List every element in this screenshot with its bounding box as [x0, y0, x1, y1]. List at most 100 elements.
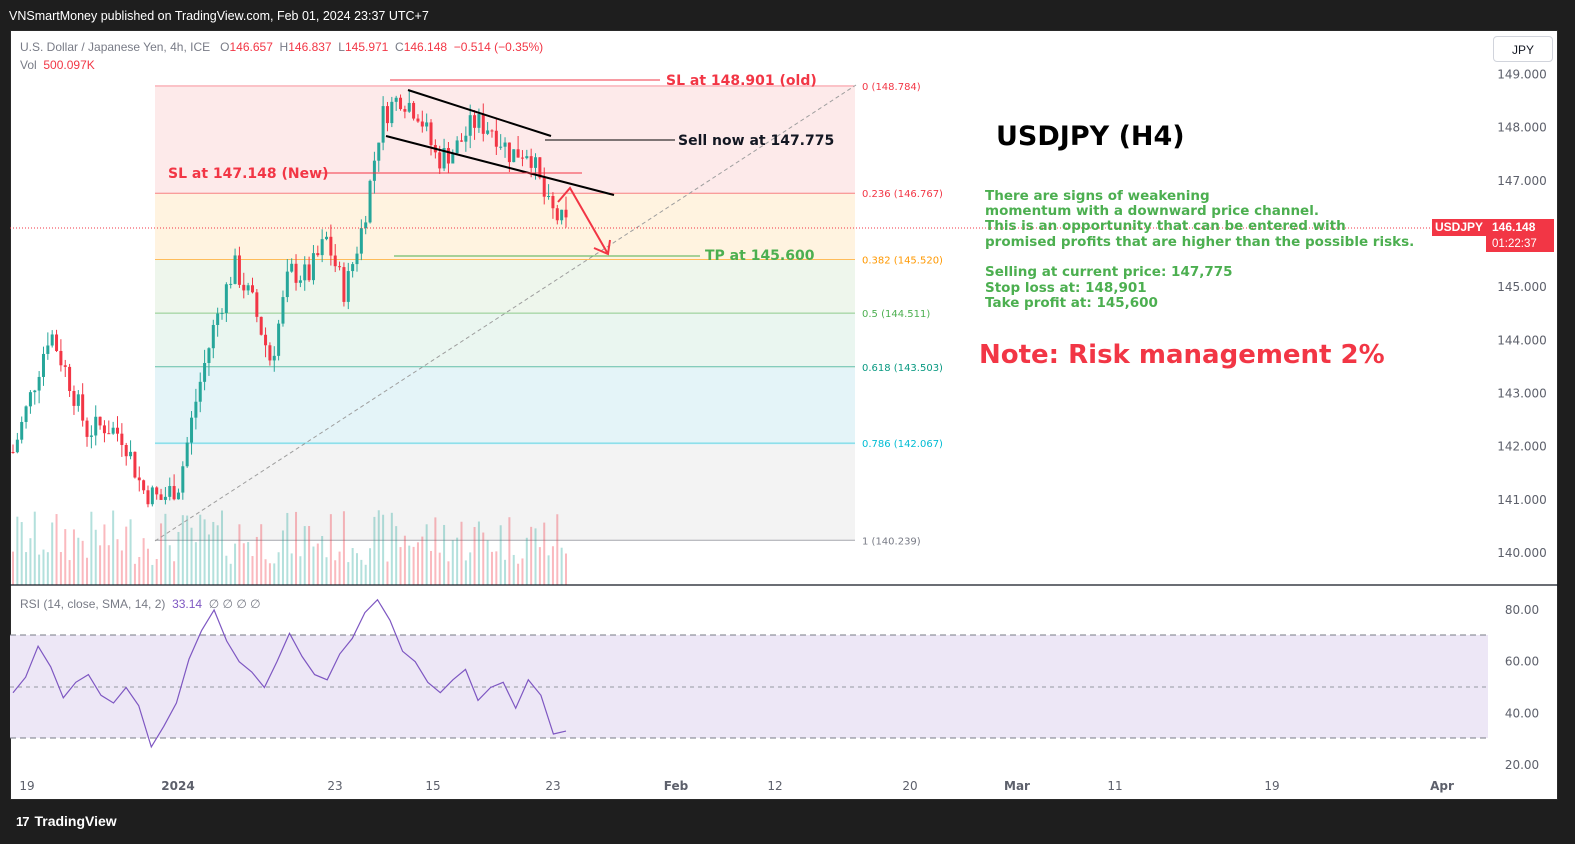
candle-body [277, 323, 281, 356]
volume-bar [469, 552, 472, 585]
volume-bar [495, 551, 498, 585]
candle-body [89, 435, 93, 437]
candle-body [364, 222, 368, 229]
candle-body [338, 266, 342, 268]
volume-bar [234, 543, 237, 585]
analysis-line-1: There are signs of weakening [985, 188, 1210, 204]
volume-bar [107, 545, 110, 585]
volume-bar [194, 542, 197, 585]
candle-body [28, 392, 32, 407]
volume-bar [212, 521, 215, 585]
projection-arrow [557, 186, 609, 255]
time-axis-tick: 12 [767, 779, 782, 793]
volume-bar [151, 564, 154, 585]
candle-body [133, 451, 137, 478]
candle-body [172, 486, 176, 500]
candle-body [264, 334, 268, 346]
volume-bar [443, 524, 446, 585]
price-axis[interactable]: 149.000 148.000 147.000 145.000 144.000 143.0… [1497, 68, 1547, 561]
candle-body [150, 487, 154, 505]
candle-body [168, 486, 172, 497]
rsi-axis[interactable]: 80.00 60.00 40.00 20.00 [1505, 603, 1539, 772]
currency-button[interactable]: JPY [1493, 36, 1553, 62]
high-value: 146.837 [288, 40, 332, 54]
chart-canvas[interactable]: 0 (148.784) 0.236 (146.767) 0.382 (145.520… [10, 30, 1558, 800]
volume-bar [412, 546, 415, 585]
volume-bar [86, 557, 89, 585]
volume-bar [521, 558, 524, 585]
open-value: 146.657 [229, 40, 273, 54]
candle-body [224, 284, 228, 313]
volume-bar [94, 529, 97, 585]
time-axis[interactable]: 19 2024 23 15 23 Feb 12 20 Mar 11 19 Apr [19, 779, 1454, 793]
time-axis-tick: 19 [1264, 779, 1279, 793]
volume-bar [504, 559, 507, 585]
candle-body [481, 114, 485, 134]
candle-body [420, 121, 424, 127]
analysis-title: USDJPY (H4) [996, 121, 1185, 152]
volume-bar [295, 511, 298, 585]
tradingview-logo[interactable]: 17 TradingView [16, 813, 117, 829]
volume-bar [534, 528, 537, 585]
candle-body [59, 350, 63, 366]
candle-body [259, 316, 263, 335]
candle-body [181, 466, 185, 493]
candle-body [194, 401, 198, 418]
candle-body [246, 285, 250, 291]
candle-body [512, 149, 516, 163]
candle-body [525, 156, 529, 159]
candle-body [307, 264, 311, 281]
open-label: O [220, 40, 230, 54]
rsi-axis-tick: 20.00 [1505, 758, 1539, 772]
time-axis-tick: Mar [1004, 779, 1030, 793]
volume-bar [543, 522, 546, 585]
channel-upper-line [407, 89, 552, 137]
volume-legend: Vol 500.097K [20, 58, 95, 72]
candle-body [490, 130, 494, 132]
candle-body [129, 451, 133, 457]
volume-bar [16, 516, 19, 585]
candle-body [107, 433, 111, 435]
candle-body [207, 348, 211, 363]
time-axis-tick: 19 [19, 779, 34, 793]
volume-bar [360, 559, 363, 585]
candle-body [534, 157, 538, 168]
candle-body [468, 115, 472, 136]
volume-bar [225, 555, 228, 585]
candle-body [320, 239, 324, 256]
candle-body [155, 487, 159, 495]
volume-bar [312, 546, 315, 585]
volume-bar [490, 551, 493, 585]
volume-bar [473, 527, 476, 585]
volume-bar [160, 523, 163, 585]
fib-level-label: 0.786 (142.067) [862, 439, 943, 450]
diagonal-trendline [154, 84, 857, 542]
tradingview-logo-icon: 17 [16, 813, 30, 829]
volume-bar [334, 560, 337, 585]
volume-bar [281, 530, 284, 585]
candle-body [15, 439, 19, 453]
volume-bar [560, 547, 563, 585]
volume-bar [530, 526, 533, 585]
symbol-description: U.S. Dollar / Japanese Yen, 4h, ICE [20, 40, 211, 54]
volume-bar [403, 535, 406, 585]
candle-body [237, 255, 241, 285]
price-axis-tick: 144.000 [1497, 333, 1547, 347]
candle-body [403, 109, 407, 112]
price-axis-tick: 149.000 [1497, 68, 1547, 82]
candle-body [198, 381, 202, 402]
volume-bar [329, 514, 332, 585]
candle-body [429, 122, 433, 146]
fib-level-label: 0.236 (146.767) [862, 189, 943, 200]
volume-bar [290, 553, 293, 585]
candle-body [560, 209, 564, 221]
candle-body [255, 292, 259, 317]
sell-now-label: Sell now at 147.775 [678, 133, 834, 149]
risk-note: Note: Risk management 2% [979, 340, 1385, 370]
channel-lower-line [385, 135, 615, 196]
volume-bar [168, 545, 171, 585]
volume-bar [155, 559, 158, 585]
volume-bar [425, 524, 428, 585]
volume-bar [482, 532, 485, 585]
volume-bar [129, 519, 132, 585]
